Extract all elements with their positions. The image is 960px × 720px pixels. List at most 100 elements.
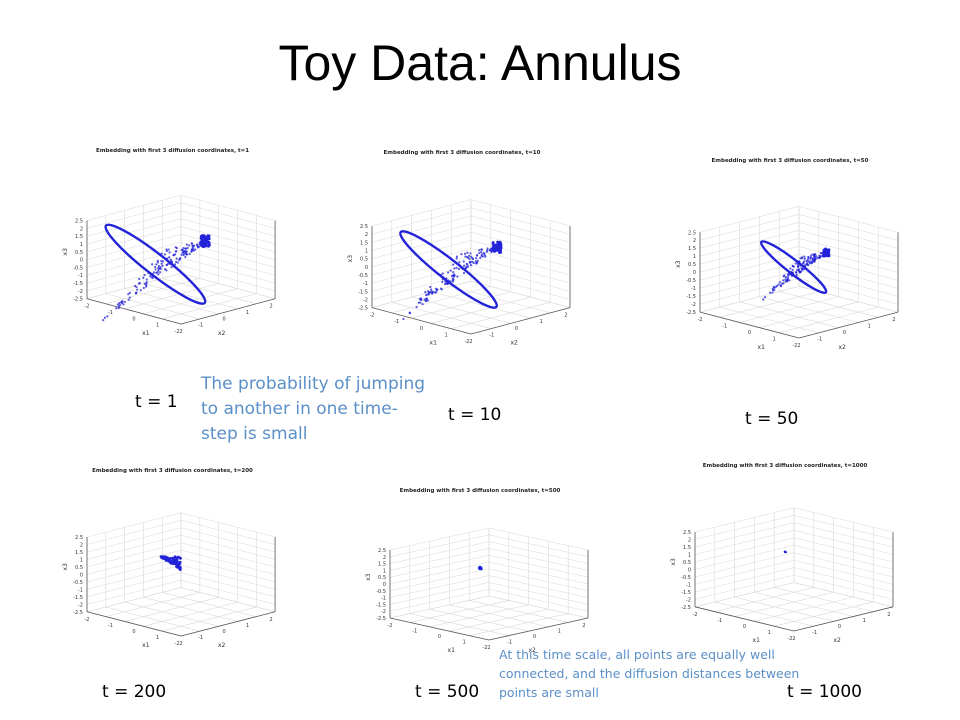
x1-tick-label: 1 (156, 635, 159, 641)
data-point (791, 274, 794, 277)
x2-axis-label: x2 (218, 642, 226, 649)
grid-line (411, 291, 511, 319)
grid-line (488, 534, 589, 558)
grid-line (488, 582, 589, 605)
grid-line (754, 591, 854, 617)
data-point (467, 256, 470, 259)
z-tick-label: 1 (383, 568, 386, 574)
data-points (159, 555, 182, 571)
grid-line (759, 301, 859, 328)
data-point (771, 291, 774, 294)
grid-line (371, 248, 472, 276)
data-point (495, 244, 499, 248)
z-tick-label: 2 (365, 232, 368, 238)
grid-line (694, 507, 795, 533)
data-point (415, 306, 418, 309)
data-point (421, 302, 424, 306)
data-point (178, 257, 182, 261)
data-point (135, 286, 138, 289)
data-point (122, 303, 125, 306)
z-tick-label: 2 (688, 537, 691, 543)
grid-line (798, 262, 899, 289)
data-point (454, 261, 457, 264)
data-point (170, 265, 173, 269)
grid-line (793, 507, 894, 533)
data-point (784, 551, 788, 554)
data-point (174, 250, 178, 253)
x2-tick-label: -1 (198, 635, 203, 641)
data-point (182, 251, 185, 254)
data-point (786, 276, 789, 279)
x1-tick-label: 2 (797, 343, 800, 349)
data-point (424, 290, 427, 294)
grid-line (469, 613, 569, 636)
grid-line (371, 231, 472, 259)
data-point (142, 286, 145, 290)
data-point (163, 253, 167, 256)
z-tick-label: -0.5 (686, 278, 696, 284)
grid-line (449, 604, 549, 628)
data-point (788, 279, 791, 282)
data-point (463, 264, 466, 267)
x2-tick-label: 0 (222, 316, 225, 322)
data-point (786, 280, 789, 283)
data-point (480, 248, 483, 251)
x2-tick-label: 1 (863, 618, 866, 624)
grid-line (470, 231, 571, 259)
grid-line (180, 520, 276, 545)
plot-title: Embedding with first 3 diffusion coordin… (400, 488, 561, 494)
data-point (174, 246, 177, 249)
data-point (161, 260, 165, 263)
data-point (165, 263, 168, 267)
z-tick-label: 0.5 (75, 250, 83, 256)
axis-edge (798, 311, 899, 339)
x1-tick-label: 0 (132, 629, 135, 635)
plot-svg: Embedding with first 3 diffusion coordin… (365, 488, 589, 654)
grid-line (754, 596, 854, 622)
data-point (796, 262, 800, 265)
grid-line (371, 199, 472, 227)
data-point (165, 248, 168, 251)
grid-line (86, 534, 182, 560)
grid-line (739, 301, 839, 328)
z-tick-label: 2 (383, 555, 386, 561)
grid-line (389, 582, 490, 605)
data-point (430, 288, 433, 291)
grid-line (162, 606, 257, 632)
x1-tick-label: -1 (722, 324, 727, 330)
grid-line (389, 561, 490, 585)
grid-line (469, 600, 569, 623)
grid-line (488, 527, 589, 551)
grid-line (429, 608, 529, 632)
grid-line (451, 286, 551, 314)
grid-line (488, 561, 589, 585)
x1-tick-label: 1 (768, 630, 771, 636)
data-point (145, 285, 148, 288)
data-point (461, 267, 464, 271)
data-point (463, 252, 467, 255)
grid-line (180, 202, 276, 229)
data-point (807, 255, 810, 259)
grid-line (431, 291, 531, 319)
data-point (803, 257, 807, 260)
grid-line (779, 291, 879, 318)
data-point (157, 273, 160, 276)
z-tick-label: -0.5 (358, 273, 368, 279)
grid-line (793, 515, 894, 540)
grid-line (470, 248, 571, 276)
data-point (117, 307, 120, 310)
data-point (427, 293, 430, 296)
data-points (102, 223, 211, 322)
data-point (152, 271, 155, 274)
x2-tick-label: 1 (558, 629, 561, 635)
axes-box: -2.5-2-1.5-1-0.500.511.522.5-2 2-1 10 01 -12… (62, 512, 276, 649)
grid-line (143, 288, 238, 315)
x1-tick-label: 0 (438, 634, 441, 640)
grid-line (105, 278, 200, 305)
axis-edge (793, 606, 894, 632)
data-point (781, 279, 785, 282)
z-tick-label: -1.5 (681, 590, 691, 596)
data-point (157, 269, 160, 272)
data-point (182, 253, 185, 257)
data-point (106, 315, 109, 318)
